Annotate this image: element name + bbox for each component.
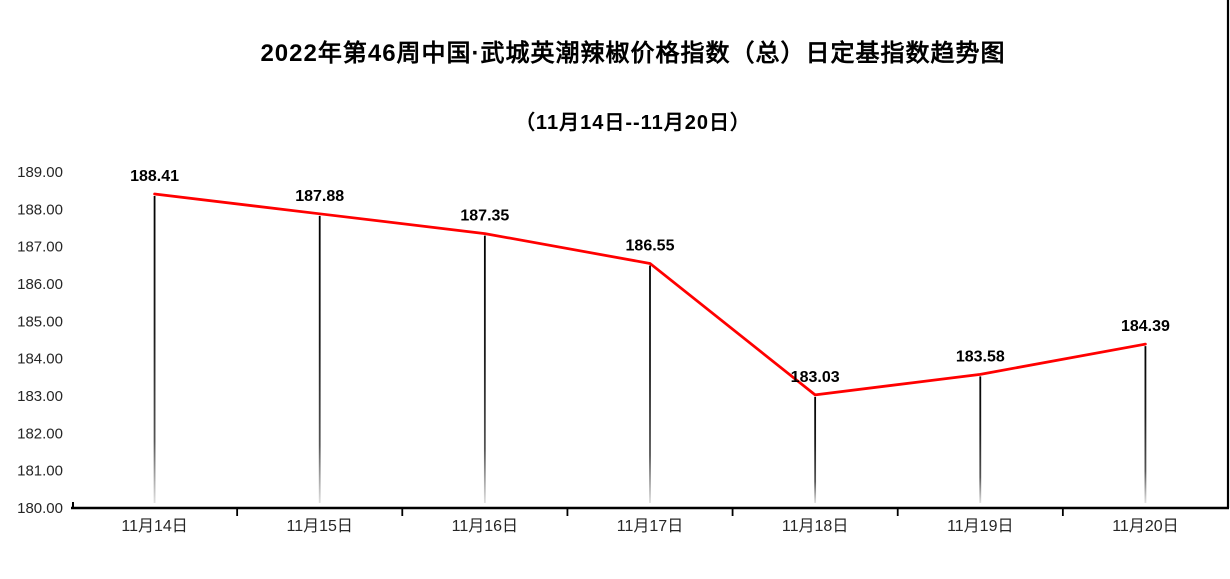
y-axis-tick-label: 185.00	[17, 313, 63, 330]
y-axis-tick-label: 186.00	[17, 276, 63, 293]
x-axis-category-label: 11月17日	[617, 518, 683, 535]
x-axis-category-label: 11月20日	[1112, 518, 1178, 535]
chart-title: 2022年第46周中国·武城英潮辣椒价格指数（总）日定基指数趋势图	[260, 40, 1006, 67]
y-axis-tick-label: 187.00	[17, 239, 63, 256]
x-axis-category-label: 11月18日	[782, 518, 848, 535]
y-axis-tick-label: 188.00	[17, 201, 63, 218]
data-point-label: 184.39	[1121, 318, 1170, 335]
price-index-line	[153, 192, 1147, 397]
data-point-label: 187.35	[460, 208, 509, 225]
y-axis-tick-label: 184.00	[17, 351, 63, 368]
y-axis-tick-label: 189.00	[17, 164, 63, 181]
data-point-label: 183.03	[791, 369, 840, 386]
chart-subtitle: （11月14日--11月20日）	[514, 112, 752, 134]
data-point-label: 187.88	[295, 188, 344, 205]
x-axis-category-label: 11月19日	[947, 518, 1013, 535]
x-axis-category-label: 11月16日	[452, 518, 518, 535]
y-axis-tick-label: 182.00	[17, 425, 63, 442]
x-axis-category-label: 11月15日	[287, 518, 353, 535]
data-point-label: 188.41	[130, 168, 179, 185]
y-axis-tick-label: 180.00	[17, 500, 63, 517]
x-axis-category-label: 11月14日	[121, 518, 187, 535]
data-point-label: 183.58	[956, 348, 1005, 365]
data-point-label: 186.55	[626, 237, 675, 254]
y-axis-tick-label: 183.00	[17, 388, 63, 405]
y-axis-tick-label: 181.00	[17, 463, 63, 480]
